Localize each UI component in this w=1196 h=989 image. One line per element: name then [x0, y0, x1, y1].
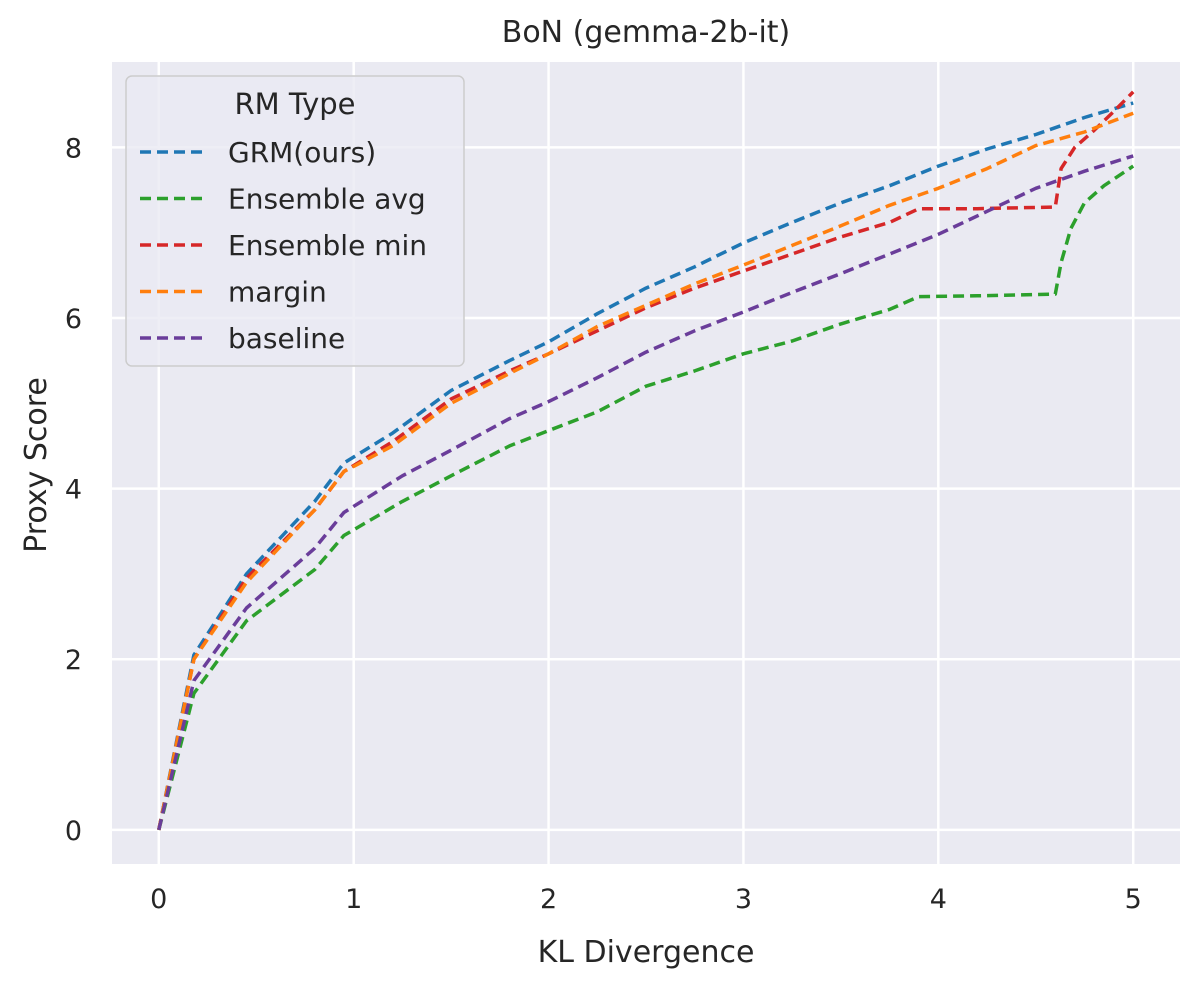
y-tick-label: 4 [65, 475, 82, 506]
legend-frame [125, 75, 465, 367]
y-tick-label: 0 [65, 816, 82, 847]
legend-items: GRM(ours) Ensemble avg Ensemble min margin b… [140, 136, 427, 355]
legend-label: baseline [228, 322, 345, 355]
x-tick-label: 1 [345, 884, 362, 915]
legend-title: RM Type [235, 87, 356, 121]
legend-label: GRM(ours) [228, 136, 376, 169]
legend-label: margin [228, 276, 327, 309]
series-line-3 [157, 111, 1134, 831]
series-line-4 [157, 154, 1134, 831]
series-lines [157, 90, 1135, 831]
y-axis-label: Proxy Score [19, 377, 54, 553]
series-line-1 [157, 164, 1135, 831]
grid-lines [112, 62, 1180, 864]
x-tick-label: 4 [930, 884, 947, 915]
series-line-2 [157, 90, 1135, 831]
x-tick-labels: 0 1 2 3 4 5 [150, 884, 1142, 915]
x-tick-label: 5 [1125, 884, 1142, 915]
y-tick-labels: 0 2 4 6 8 [65, 133, 82, 847]
y-tick-label: 6 [65, 304, 82, 335]
legend: RM Type GRM(ours) Ensemble avg Ensemble mi… [125, 75, 465, 367]
y-tick-label: 2 [65, 645, 82, 676]
x-tick-label: 0 [150, 884, 167, 915]
x-tick-label: 2 [540, 884, 557, 915]
series-line-0 [157, 101, 1134, 831]
y-tick-label: 8 [65, 133, 82, 164]
legend-label: Ensemble min [228, 229, 427, 262]
legend-label: Ensemble avg [228, 183, 426, 216]
x-tick-label: 3 [735, 884, 752, 915]
x-axis-label: KL Divergence [538, 935, 755, 970]
chart-title: BoN (gemma-2b-it) [502, 15, 791, 50]
